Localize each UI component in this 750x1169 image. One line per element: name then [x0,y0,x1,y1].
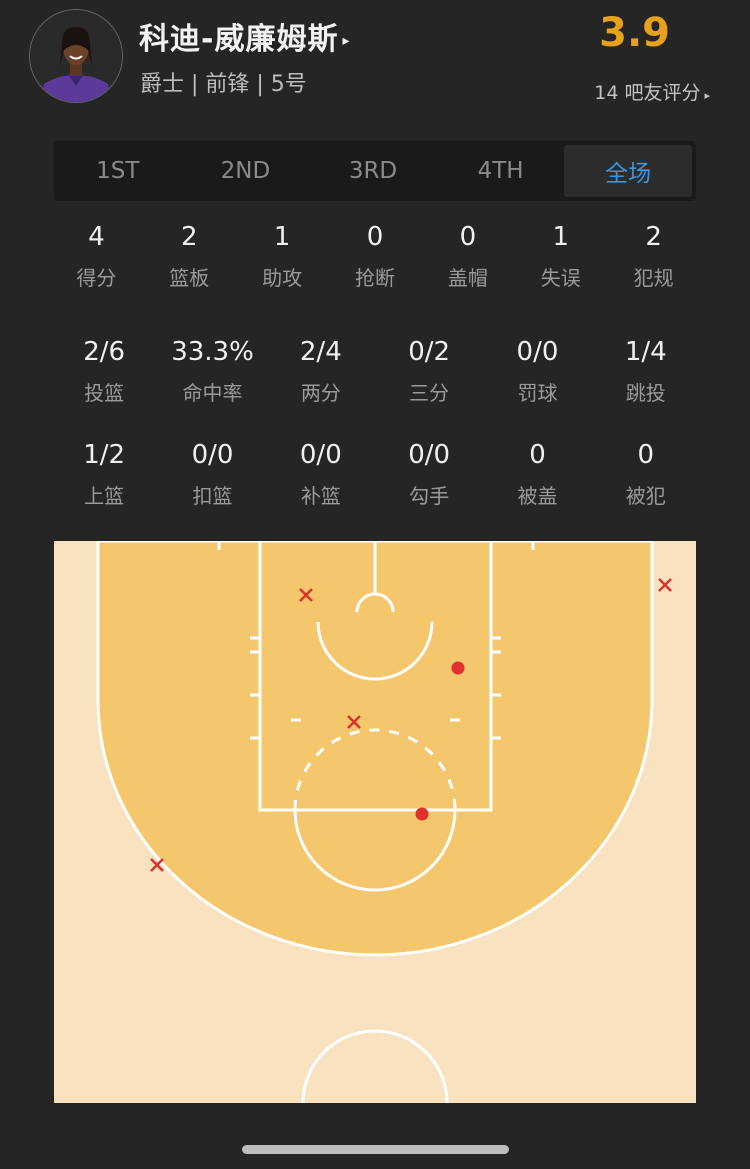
stat-shooting_stats-0: 2/6 投篮 [50,337,158,406]
home-indicator[interactable] [242,1145,509,1154]
stat-label: 三分 [409,381,450,405]
stat-value: 1 [552,222,569,252]
stat-value: 0/0 [516,337,559,367]
stat-label: 失误 [540,266,581,290]
stat-value: 4 [88,222,105,252]
basic-stats: 4 得分 2 篮板 1 助攻 0 抢断 0 盖帽 1 失误 2 犯规 [50,222,700,291]
stat-shooting_stats-4: 0/0 罚球 [483,337,591,406]
stat-label: 投篮 [84,381,125,405]
free-throw-circle-top [293,728,457,811]
player-info: 爵士 | 前锋 | 5号 [140,72,307,97]
free-throw-circle-bottom [293,809,457,892]
stat-basic_stats-2: 1 助攻 [236,222,329,291]
stat-shot_type_stats-1: 0/0 扣篮 [158,440,266,509]
player-name[interactable]: 科迪-威廉姆斯 ▸ [139,14,350,58]
stat-label: 罚球 [517,381,558,405]
made-shot-marker [451,661,465,675]
stat-value: 1/4 [624,337,667,367]
stat-label: 篮板 [169,266,210,290]
stat-label: 扣篮 [192,484,233,508]
stat-label: 补篮 [300,484,341,508]
stat-shooting_stats-2: 2/4 两分 [267,337,375,406]
stat-basic_stats-4: 0 盖帽 [421,222,514,291]
stat-label: 勾手 [409,484,450,508]
stat-label: 得分 [76,266,117,290]
stat-basic_stats-1: 2 篮板 [143,222,236,291]
arrow-right-icon: ▸ [342,32,351,49]
missed-shot-marker [658,578,672,592]
stat-basic_stats-6: 2 犯规 [607,222,700,291]
missed-shot-marker [347,715,361,729]
player-avatar[interactable] [29,9,123,103]
stat-basic_stats-0: 4 得分 [50,222,143,291]
stat-value: 0/0 [299,440,342,470]
stat-value: 0/2 [408,337,451,367]
stat-value: 2 [181,222,198,252]
stat-shooting_stats-5: 1/4 跳投 [592,337,700,406]
arrow-right-icon: ▸ [704,89,710,102]
shooting-stats: 2/6 投篮 33.3% 命中率 2/4 两分 0/2 三分 0/0 罚球 1/4 跳投 [50,337,700,406]
stat-shot_type_stats-3: 0/0 勾手 [375,440,483,509]
tab-1st[interactable]: 1ST [96,158,140,184]
stat-label: 上篮 [84,484,125,508]
tab-4th[interactable]: 4TH [477,158,524,184]
missed-shot-marker [150,858,164,872]
tab-2nd[interactable]: 2ND [220,158,271,184]
raters-count: 14 吧友评分 [594,82,701,104]
player-name-text: 科迪-威廉姆斯 [139,22,339,57]
stat-value: 0/0 [408,440,451,470]
stat-value: 2 [645,222,662,252]
stat-value: 2/4 [299,337,342,367]
tab-3rd[interactable]: 3RD [348,158,398,184]
paint [258,541,493,812]
stat-value: 2/6 [83,337,126,367]
stat-value: 0 [366,222,384,252]
stat-shooting_stats-1: 33.3% 命中率 [158,337,266,406]
stat-label: 犯规 [633,266,674,290]
period-tabs: 1ST 2ND 3RD 4TH 全场 [54,141,696,201]
stat-label: 被犯 [625,484,666,508]
made-shot-marker [415,807,429,821]
stat-value: 0 [529,440,546,470]
player-photo-icon [30,10,122,102]
stat-basic_stats-5: 1 失误 [514,222,607,291]
stat-label: 助攻 [262,266,303,290]
stat-value: 0 [459,222,477,252]
court-lines [217,541,535,1103]
stat-label: 抢断 [355,266,395,290]
player-rating: 3.9 [599,10,670,56]
stat-label: 被盖 [517,484,558,508]
shot-chart-court [54,541,696,1103]
stat-value: 1/2 [83,440,126,470]
missed-shot-marker [299,588,313,602]
stat-value: 1 [273,222,291,252]
stat-label: 命中率 [182,381,243,405]
stat-label: 跳投 [625,381,666,405]
tab-full-game[interactable]: 全场 [564,145,692,197]
hoop [355,592,395,613]
stat-value: 0 [637,440,655,470]
shot-type-stats: 1/2 上篮 0/0 扣篮 0/0 补篮 0/0 勾手 0 被盖 0 被犯 [50,440,700,509]
stat-value: 33.3% [171,337,254,367]
stat-shot_type_stats-5: 0 被犯 [592,440,700,509]
stat-shot_type_stats-4: 0 被盖 [483,440,591,509]
raters-link[interactable]: 14 吧友评分 ▸ [594,78,710,105]
stat-shot_type_stats-0: 1/2 上篮 [50,440,158,509]
stat-label: 两分 [300,381,341,405]
stat-value: 0/0 [191,440,234,470]
stat-basic_stats-3: 0 抢断 [329,222,422,291]
stat-label: 盖帽 [447,266,488,290]
stat-shot_type_stats-2: 0/0 补篮 [267,440,375,509]
center-circle [301,1029,449,1103]
three-point-line [96,541,654,957]
restricted-arc [316,621,434,681]
stat-shooting_stats-3: 0/2 三分 [375,337,483,406]
